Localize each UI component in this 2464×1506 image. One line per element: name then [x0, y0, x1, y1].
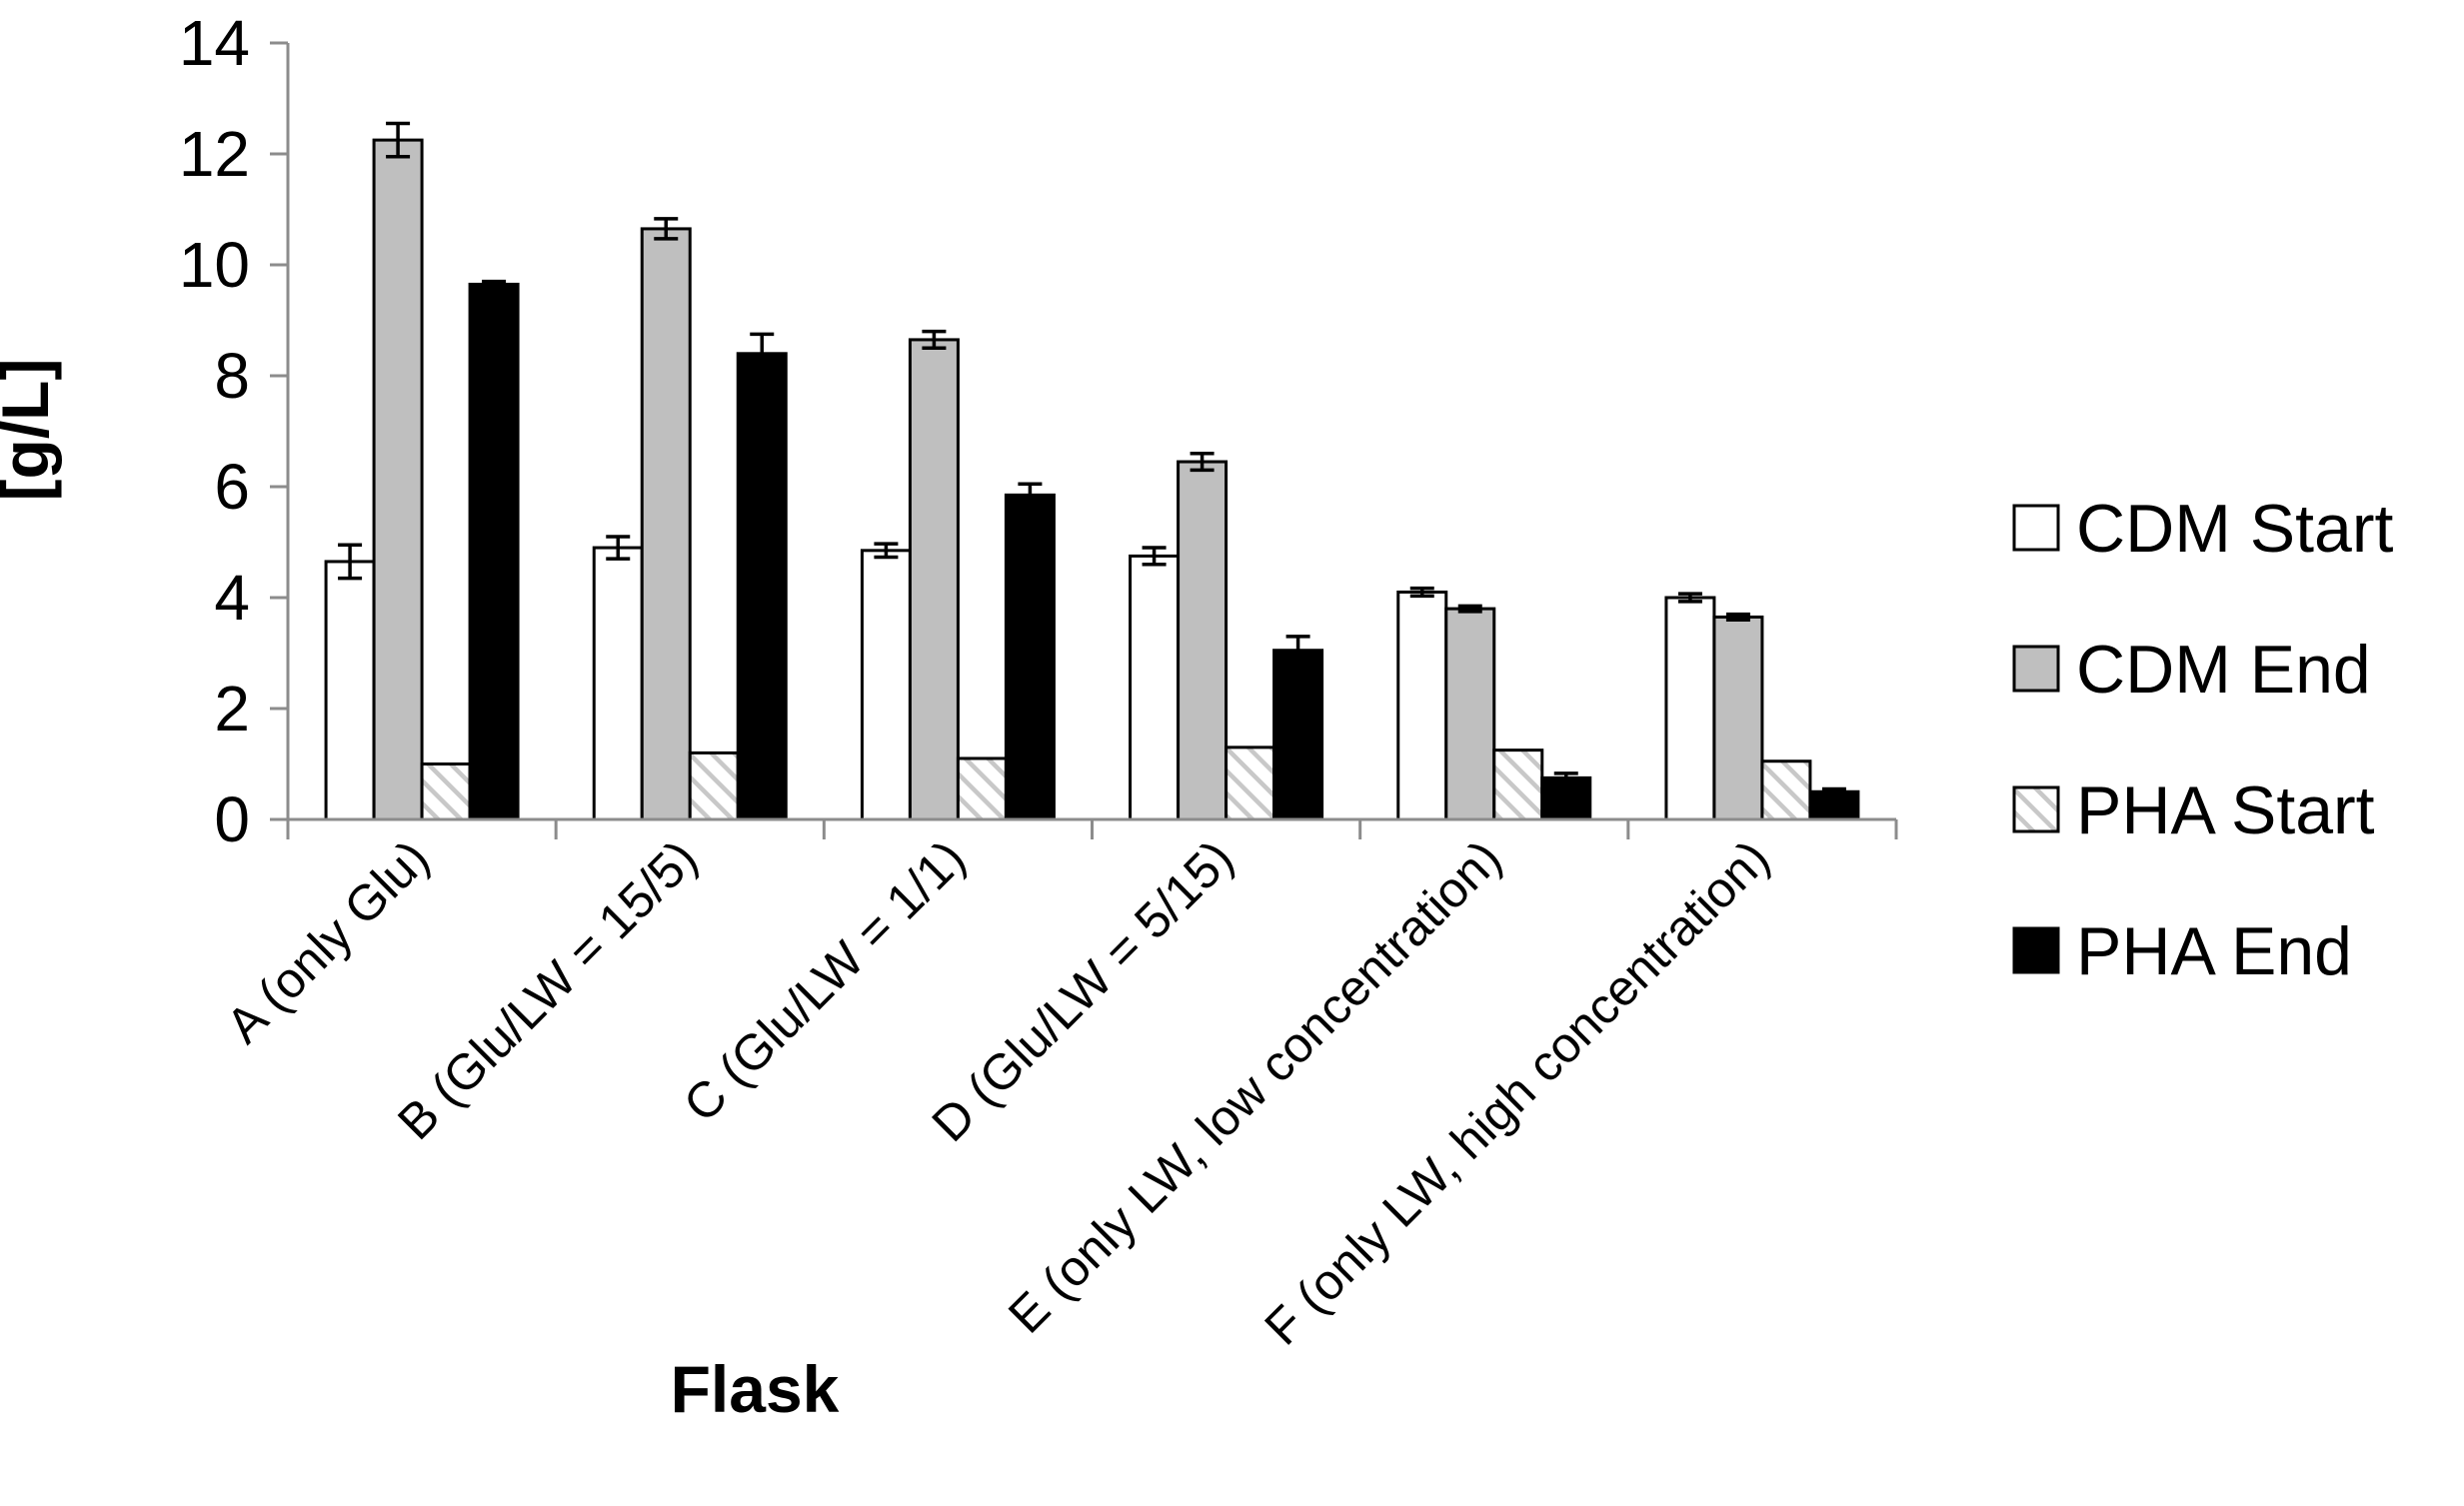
error-bar-pha-end-1 [750, 332, 775, 375]
error-bar-cdm-end-5 [1725, 612, 1750, 622]
x-tick-label-0: A (only Glu) [216, 829, 440, 1053]
bar-pha-start-3 [1225, 746, 1276, 821]
bar-pha-end-2 [1004, 493, 1056, 821]
error-bar-cdm-start-1 [606, 535, 631, 561]
error-bar-pha-end-2 [1018, 482, 1043, 509]
error-bar-cdm-end-3 [1190, 451, 1215, 473]
bar-cdm-end-2 [908, 338, 960, 821]
x-tick-label-2: C (Glu/LW = 1/1) [673, 829, 976, 1132]
legend-swatch-cdm-start [2012, 504, 2060, 552]
bar-cdm-end-5 [1712, 615, 1764, 821]
x-tick-label-3: D (Glu/LW = 5/15) [922, 829, 1244, 1152]
y-axis-title: [g/L] [0, 359, 62, 502]
error-bar-cdm-end-2 [922, 329, 947, 350]
error-bar-pha-end-3 [1285, 635, 1310, 667]
bar-cdm-end-1 [640, 227, 692, 821]
legend-swatch-cdm-end [2012, 645, 2060, 693]
legend-label-cdm-start: CDM Start [2076, 491, 2393, 567]
bar-pha-start-2 [956, 756, 1008, 821]
legend-label-pha-end: PHA End [2076, 913, 2352, 989]
y-tick-label-4: 4 [214, 562, 250, 634]
error-bar-pha-end-5 [1821, 786, 1846, 796]
error-bar-pha-end-4 [1553, 771, 1578, 784]
error-bar-cdm-start-3 [1142, 546, 1167, 567]
bar-cdm-end-0 [372, 138, 424, 821]
error-bar-cdm-start-4 [1409, 586, 1434, 599]
bar-pha-start-0 [420, 762, 472, 821]
bar-pha-end-0 [468, 282, 520, 821]
plot-area: 0 2 4 6 8 10 12 14 A (only Glu)B (Glu/LW = 15/5)… [179, 7, 1898, 1355]
legend-swatch-pha-start [2012, 785, 2060, 833]
y-tick-label-2: 2 [214, 673, 250, 745]
bar-pha-start-5 [1760, 759, 1812, 821]
error-bar-cdm-end-1 [654, 217, 679, 241]
legend-swatch-pha-end [2012, 926, 2060, 974]
bar-pha-start-4 [1492, 749, 1544, 821]
error-bar-pha-end-0 [482, 279, 507, 289]
bar-cdm-start-3 [1129, 554, 1181, 821]
x-axis-title: Flask [671, 1352, 840, 1426]
bar-pha-end-1 [736, 352, 788, 821]
bar-cdm-start-4 [1396, 590, 1448, 821]
error-bar-cdm-end-4 [1457, 604, 1482, 614]
legend-item-cdm-end: CDM End [2012, 632, 2371, 708]
error-bar-cdm-start-5 [1677, 592, 1702, 604]
bar-cdm-end-4 [1444, 607, 1496, 821]
bar-cdm-start-1 [592, 546, 644, 821]
bar-cdm-end-3 [1177, 460, 1229, 821]
x-tick-label-1: B (Glu/LW = 15/5) [387, 829, 708, 1150]
bar-pha-end-5 [1808, 789, 1860, 821]
bar-pha-end-4 [1540, 775, 1592, 821]
legend-item-cdm-start: CDM Start [2012, 491, 2393, 567]
legend-item-pha-end: PHA End [2012, 913, 2352, 989]
y-tick-label-8: 8 [214, 340, 250, 412]
x-tick-label-4: E (only LW, low concentration) [998, 829, 1511, 1343]
y-tick-label-12: 12 [179, 118, 250, 190]
x-tick-label-5: F (only LW, high concentration) [1253, 829, 1779, 1355]
error-bar-cdm-start-0 [338, 543, 363, 581]
bar-cdm-start-5 [1664, 596, 1716, 821]
bar-cdm-start-2 [860, 549, 912, 821]
error-bar-cdm-start-2 [874, 542, 899, 560]
bar-pha-end-3 [1272, 649, 1324, 821]
y-tick-label-6: 6 [214, 451, 250, 523]
legend: CDM Start CDM End PHA Start PHA End [2012, 491, 2393, 989]
legend-item-pha-start: PHA Start [2012, 772, 2375, 848]
y-tick-label-10: 10 [179, 229, 250, 301]
legend-label-pha-start: PHA Start [2076, 772, 2375, 848]
y-tick-label-0: 0 [214, 783, 250, 855]
legend-label-cdm-end: CDM End [2076, 632, 2371, 708]
y-tick-label-14: 14 [179, 7, 250, 79]
error-bar-cdm-end-0 [386, 121, 411, 159]
bar-cdm-start-0 [324, 560, 376, 821]
bar-pha-start-1 [688, 751, 740, 821]
